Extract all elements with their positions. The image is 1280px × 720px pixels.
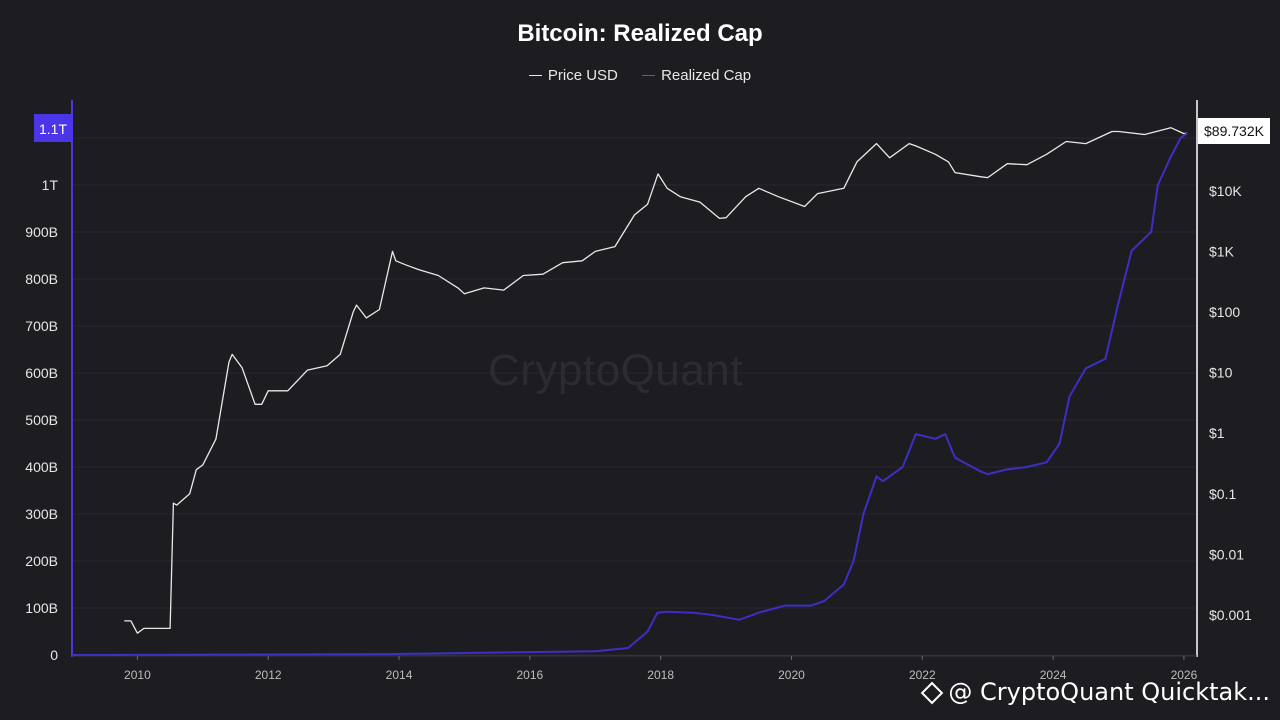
- left-value-badge: [34, 114, 72, 142]
- legend-label-realized-cap: Realized Cap: [661, 66, 752, 84]
- y-left-tick-label: 100B: [25, 600, 58, 616]
- y-right-tick-label: $0.1: [1209, 486, 1236, 502]
- binance-logo-icon: [920, 681, 942, 703]
- y-right-tick-label: $0.01: [1209, 546, 1244, 562]
- y-right-tick-label: $0.001: [1209, 607, 1252, 623]
- y-left-tick-label: 700B: [25, 318, 58, 334]
- left-value-badge-label: 1.1T: [39, 121, 67, 137]
- series-line-price: [124, 127, 1188, 634]
- credit-footer: @ CryptoQuant Quicktak...: [920, 678, 1270, 706]
- legend-item-realized-cap[interactable]: Realized Cap: [642, 67, 751, 84]
- legend-swatch-price: [528, 74, 542, 76]
- y-left-tick-label: 300B: [25, 506, 58, 522]
- y-right-tick-label: $1: [1209, 425, 1225, 441]
- right-value-badge-label: $89.732K: [1204, 123, 1265, 139]
- legend-item-price[interactable]: Price USD: [528, 66, 618, 84]
- y-right-tick-label: $10K: [1209, 183, 1242, 199]
- y-left-tick-label: 1T: [42, 177, 59, 193]
- x-tick-label: 2020: [778, 668, 805, 682]
- y-left-tick-label: 500B: [25, 412, 58, 428]
- y-left-tick-label: 0: [50, 647, 58, 663]
- watermark: CryptoQuant: [488, 346, 743, 395]
- legend: Price USD Realized Cap: [0, 63, 1280, 84]
- x-tick-label: 2018: [647, 668, 674, 682]
- legend-label-price: Price USD: [547, 66, 618, 84]
- x-tick-label: 2024: [1040, 668, 1067, 682]
- x-tick-label: 2022: [909, 668, 936, 682]
- y-right-tick-label: $10: [1209, 365, 1233, 381]
- y-right-tick-label: $1K: [1209, 243, 1235, 259]
- x-tick-label: 2010: [124, 668, 151, 682]
- right-value-badge: [1198, 118, 1270, 144]
- y-left-tick-label: 400B: [25, 459, 58, 475]
- legend-swatch-realized-cap: [642, 74, 656, 76]
- x-tick-label: 2012: [255, 668, 282, 682]
- x-tick-label: 2016: [516, 668, 543, 682]
- y-left-tick-label: 200B: [25, 553, 58, 569]
- y-left-tick-label: 800B: [25, 271, 58, 287]
- series-line-realized-cap: [71, 132, 1188, 656]
- chart-title: Bitcoin: Realized Cap: [517, 20, 763, 47]
- y-right-tick-label: $100: [1209, 304, 1240, 320]
- y-left-tick-label: 900B: [25, 224, 58, 240]
- credit-text: @ CryptoQuant Quicktak...: [948, 678, 1270, 706]
- y-left-tick-label: 600B: [25, 365, 58, 381]
- x-tick-label: 2026: [1171, 668, 1198, 682]
- x-tick-label: 2014: [386, 668, 413, 682]
